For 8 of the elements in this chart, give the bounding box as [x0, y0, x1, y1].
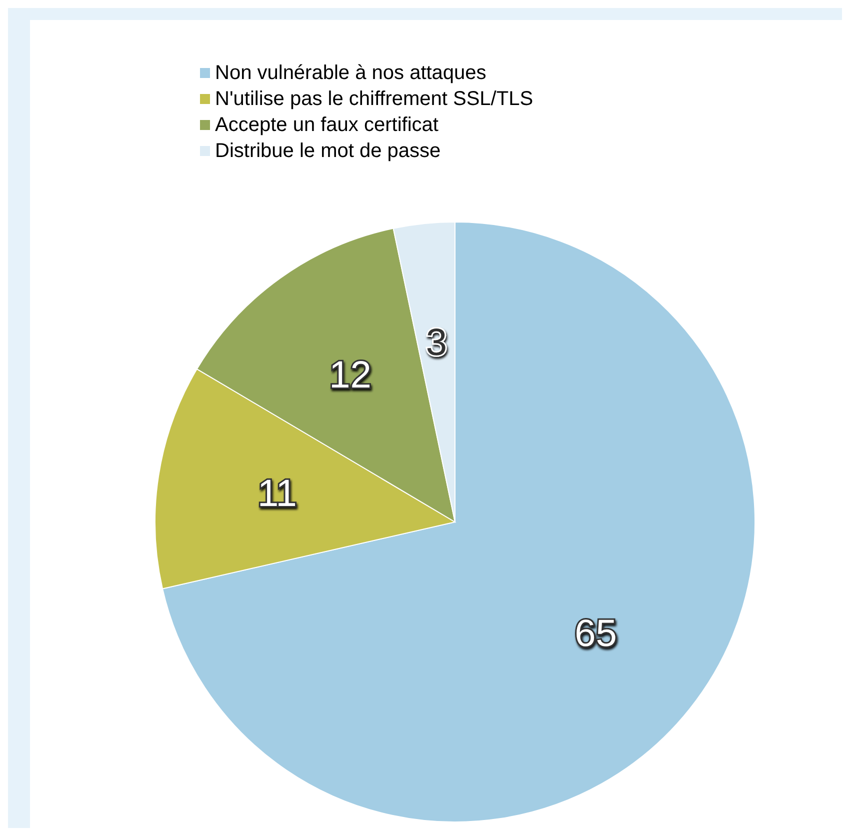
data-label: 3 — [426, 322, 447, 364]
legend-label: Accepte un faux certificat — [215, 113, 438, 138]
legend-label: N'utilise pas le chiffrement SSL/TLS — [215, 87, 534, 112]
legend-label: Non vulnérable à nos attaques — [215, 61, 486, 86]
data-label: 65 — [574, 613, 617, 656]
data-label: 11 — [257, 473, 297, 516]
data-label: 12 — [329, 354, 372, 397]
legend-label: Distribue le mot de passe — [215, 139, 441, 164]
